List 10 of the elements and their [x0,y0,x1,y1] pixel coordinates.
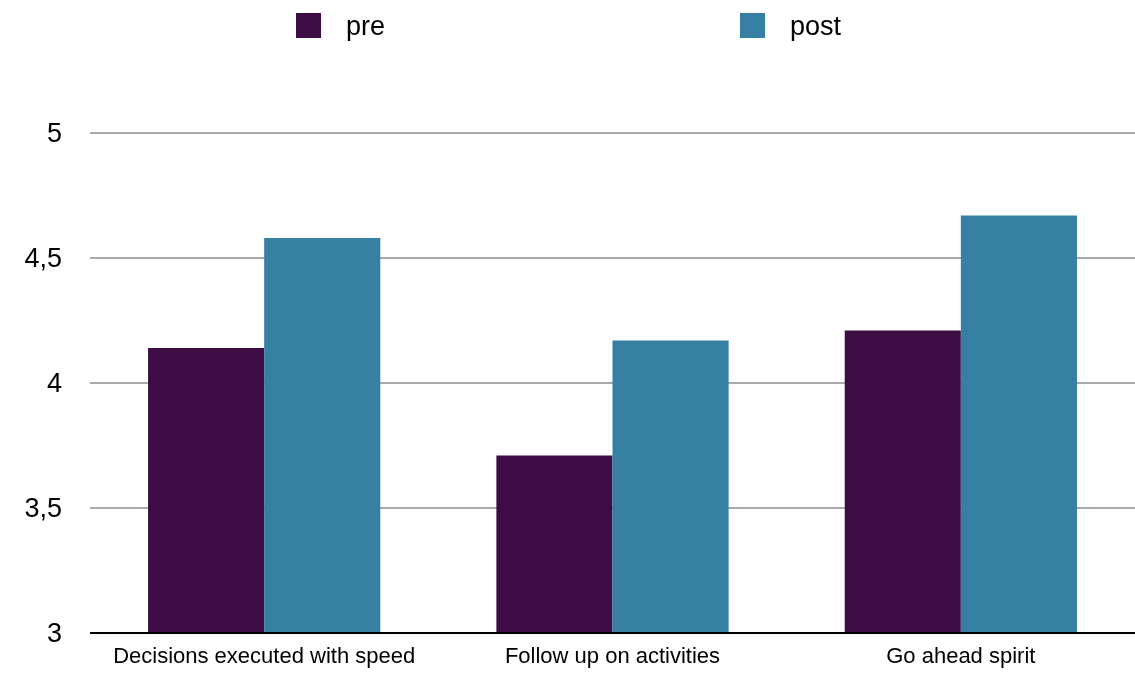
legend-label: post [790,11,842,41]
x-tick-label: Decisions executed with speed [113,643,416,668]
x-tick-label: Follow up on activities [504,643,721,668]
y-tick-label: 4 [46,368,62,398]
x-tick-label: Go ahead spirit [886,643,1036,668]
legend-label: pre [346,11,386,41]
y-tick-label: 3,5 [24,493,62,523]
y-tick-label: 5 [46,118,62,148]
y-tick-label: 3 [46,618,62,648]
y-tick-label: 4,5 [24,243,62,273]
